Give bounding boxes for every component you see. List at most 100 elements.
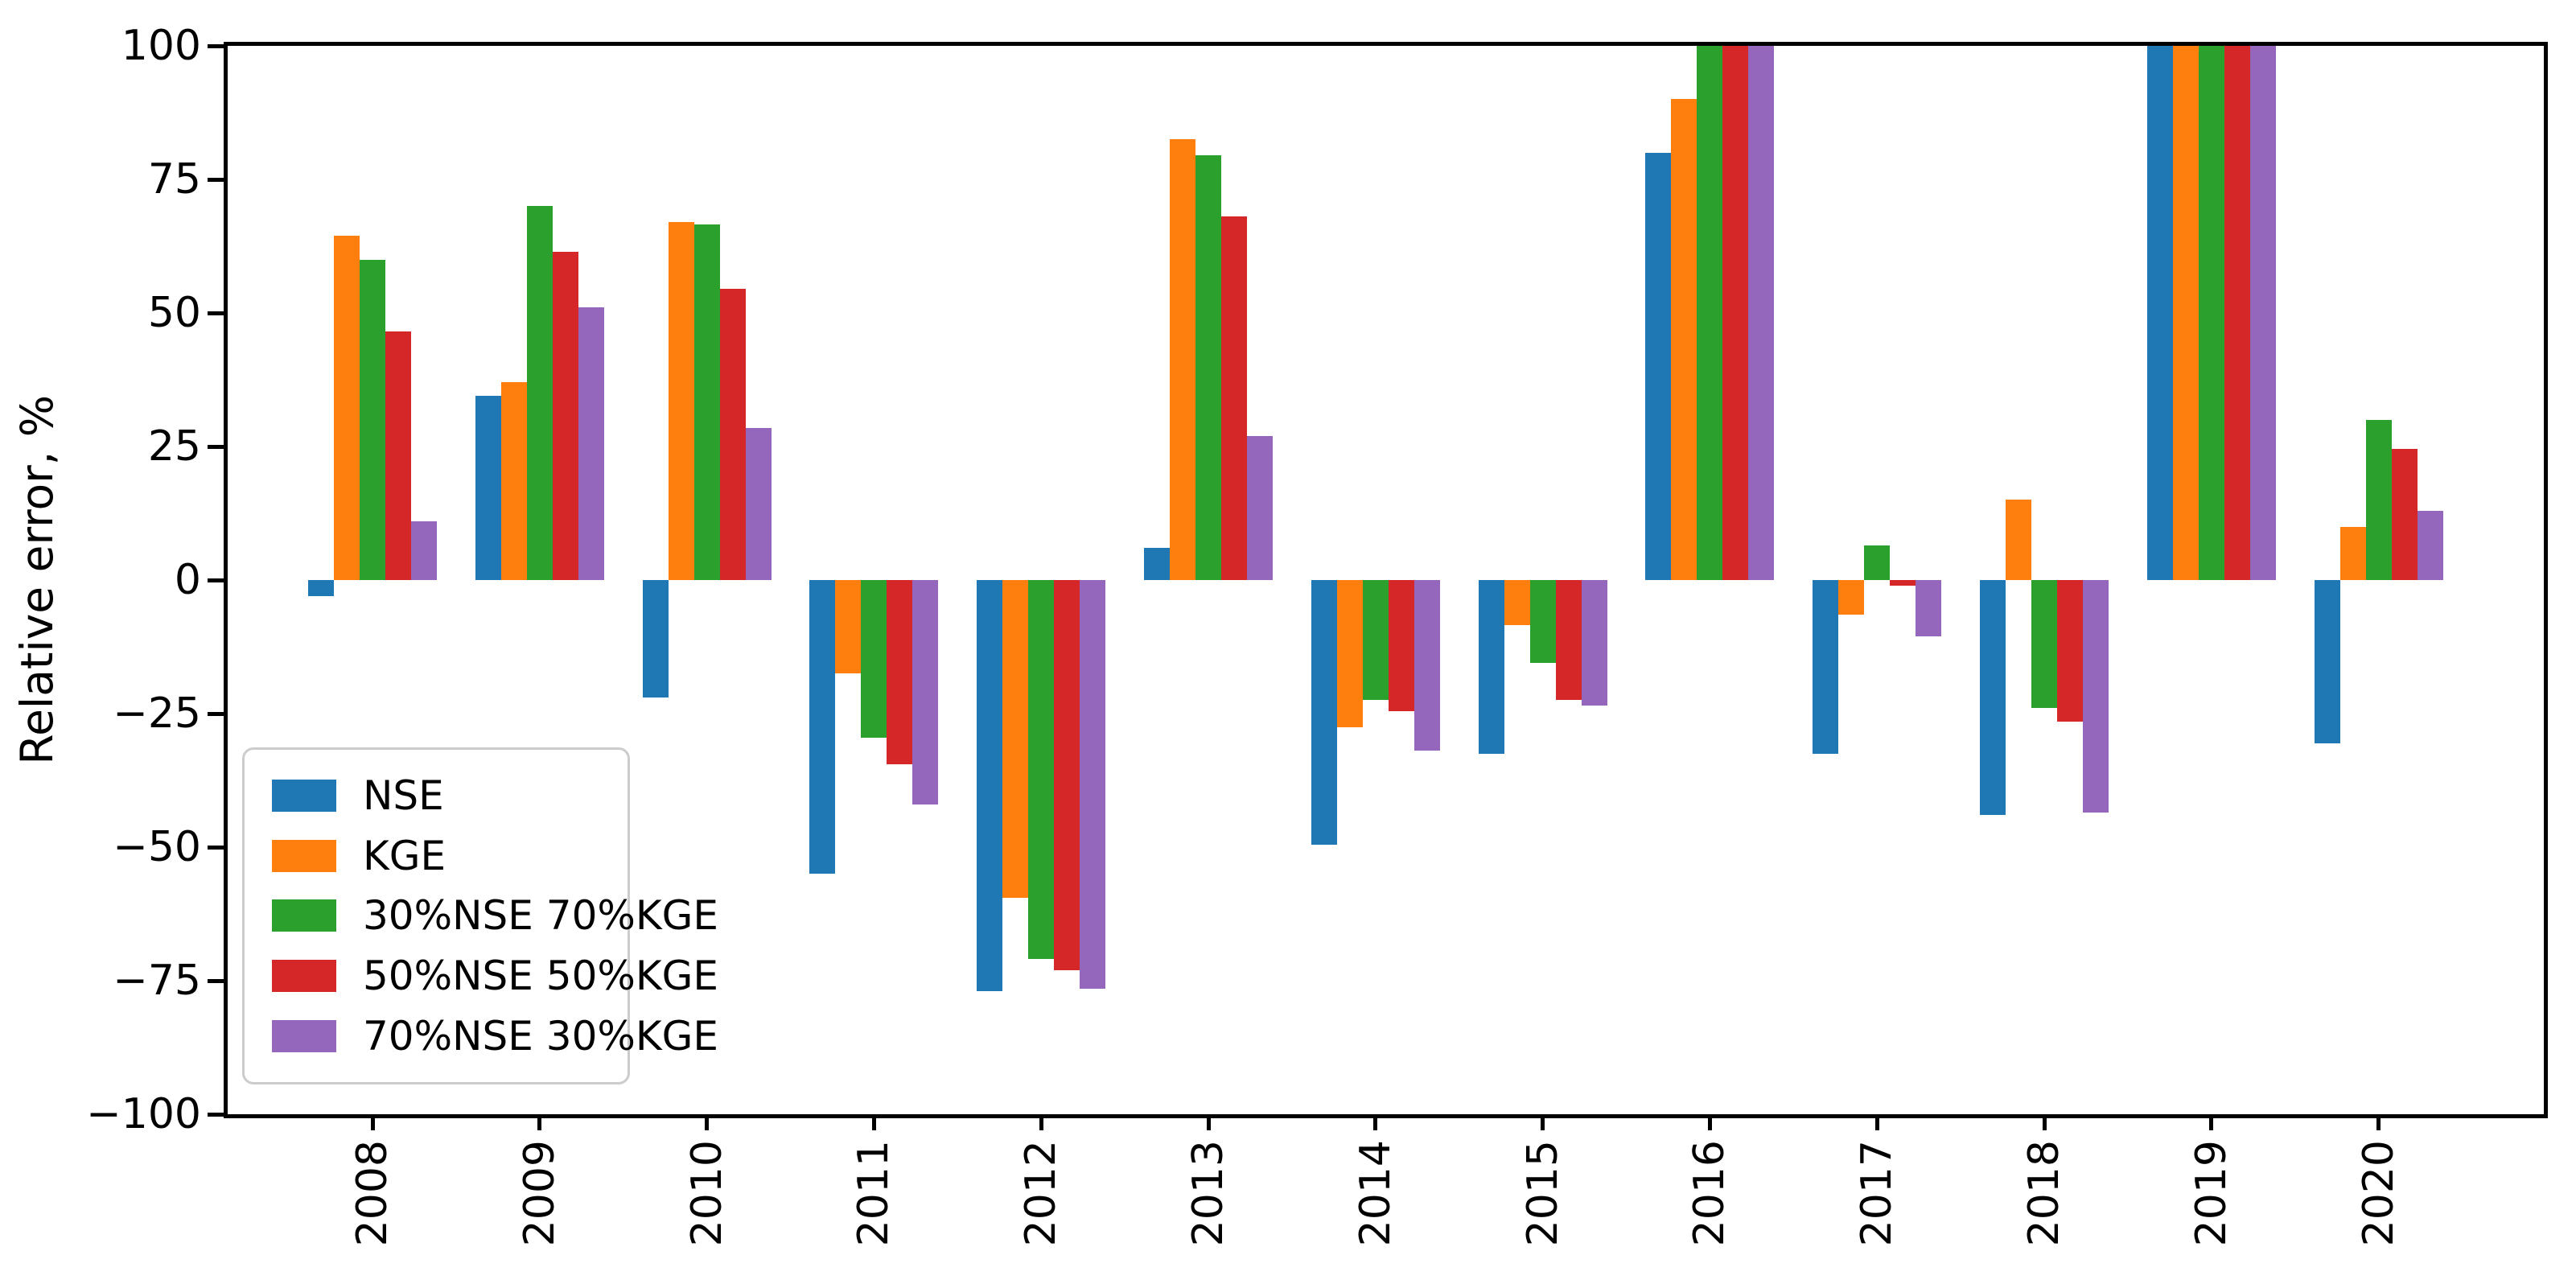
bar-2011-50-NSE-50-KGE — [887, 580, 913, 765]
y-tick — [208, 43, 224, 48]
bar-2009-50-NSE-50-KGE — [552, 251, 578, 580]
x-tick — [2209, 1114, 2214, 1130]
x-tick-label-text: 2013 — [1184, 1140, 1232, 1247]
x-tick-label-text: 2008 — [348, 1140, 397, 1247]
bar-2016-30-NSE-70-KGE — [1697, 46, 1723, 580]
x-tick-label-text: 2016 — [1685, 1140, 1734, 1247]
x-tick-label: 2013 — [1183, 1140, 1234, 1288]
bar-2020-50-NSE-50-KGE — [2391, 449, 2418, 580]
legend-label: 70%NSE 30%KGE — [363, 1013, 719, 1060]
y-tick-label: 25 — [147, 422, 201, 471]
legend-swatch-icon — [272, 960, 336, 993]
x-tick-label: 2014 — [1350, 1140, 1401, 1288]
legend-swatch-icon — [272, 899, 336, 932]
bar-2015-KGE — [1504, 580, 1530, 626]
x-tick-label: 2015 — [1517, 1140, 1569, 1288]
legend-item: 70%NSE 30%KGE — [245, 1014, 718, 1059]
bar-2015-NSE — [1478, 580, 1504, 754]
bar-2017-NSE — [1813, 580, 1839, 754]
bar-2020-KGE — [2339, 526, 2366, 580]
bar-2017-50-NSE-50-KGE — [1890, 580, 1916, 586]
bar-2011-70-NSE-30-KGE — [912, 580, 939, 804]
bar-2013-NSE — [1144, 548, 1170, 580]
bar-2019-KGE — [2172, 46, 2199, 580]
x-tick — [871, 1114, 876, 1130]
bar-2013-30-NSE-70-KGE — [1195, 155, 1221, 580]
bar-2016-50-NSE-50-KGE — [1722, 46, 1749, 580]
x-tick — [2376, 1114, 2381, 1130]
x-tick-label-text: 2011 — [850, 1140, 899, 1247]
bar-2015-70-NSE-30-KGE — [1581, 580, 1607, 706]
x-tick — [705, 1114, 710, 1130]
legend-swatch-icon — [272, 779, 336, 812]
legend-label: NSE — [363, 772, 444, 819]
bar-2010-NSE — [642, 580, 669, 698]
legend-swatch-icon — [272, 839, 336, 872]
x-tick — [1874, 1114, 1879, 1130]
y-tick — [208, 711, 224, 716]
legend-swatch-icon — [272, 1020, 336, 1053]
bar-2020-70-NSE-30-KGE — [2417, 510, 2443, 580]
y-tick — [208, 177, 224, 182]
y-tick — [208, 978, 224, 983]
bar-2012-30-NSE-70-KGE — [1028, 580, 1055, 960]
bar-2018-50-NSE-50-KGE — [2057, 580, 2083, 722]
legend: NSE KGE 30%NSE 70%KGE 50%NSE 50%KGE 70%NSE 3… — [242, 747, 718, 1084]
bar-2011-KGE — [835, 580, 862, 674]
bar-2013-KGE — [1170, 139, 1195, 580]
bar-2010-70-NSE-30-KGE — [745, 427, 772, 580]
bar-2010-30-NSE-70-KGE — [693, 224, 720, 580]
bar-2009-70-NSE-30-KGE — [578, 307, 604, 580]
y-tick — [208, 845, 224, 850]
bar-2019-NSE — [2146, 46, 2173, 580]
bar-2016-KGE — [1671, 99, 1697, 580]
bar-2018-70-NSE-30-KGE — [2083, 580, 2109, 813]
bar-2010-KGE — [668, 222, 694, 580]
x-tick-label: 2020 — [2353, 1140, 2405, 1288]
bar-2011-NSE — [809, 580, 836, 874]
bar-2017-30-NSE-70-KGE — [1864, 545, 1891, 580]
x-tick — [370, 1114, 375, 1130]
x-tick-label-text: 2012 — [1017, 1140, 1066, 1247]
bar-2009-NSE — [475, 395, 501, 580]
legend-label: 30%NSE 70%KGE — [363, 892, 719, 940]
bar-2012-70-NSE-30-KGE — [1080, 580, 1106, 989]
legend-label: KGE — [363, 832, 446, 879]
x-tick-label: 2018 — [2018, 1140, 2070, 1288]
x-tick — [1206, 1114, 1211, 1130]
bar-2012-KGE — [1002, 580, 1029, 899]
y-tick-label: −100 — [86, 1090, 201, 1138]
x-tick-label-text: 2019 — [2187, 1140, 2236, 1247]
bar-2018-NSE — [1980, 580, 2006, 816]
y-tick-label: 50 — [147, 289, 201, 337]
x-tick-label: 2011 — [848, 1140, 899, 1288]
x-tick-label-text: 2010 — [682, 1140, 731, 1247]
x-tick-label: 2009 — [514, 1140, 566, 1288]
y-tick — [208, 311, 224, 315]
x-tick-label-text: 2020 — [2354, 1140, 2403, 1247]
x-tick-label: 2016 — [1684, 1140, 1735, 1288]
bar-2015-30-NSE-70-KGE — [1529, 580, 1556, 663]
bar-2016-NSE — [1645, 152, 1672, 580]
bar-2011-30-NSE-70-KGE — [861, 580, 887, 738]
bar-2018-30-NSE-70-KGE — [2031, 580, 2057, 709]
bar-2020-NSE — [2314, 580, 2340, 743]
bar-2010-50-NSE-50-KGE — [719, 289, 746, 580]
bar-2019-70-NSE-30-KGE — [2249, 46, 2276, 580]
x-tick-label: 2017 — [1851, 1140, 1903, 1288]
x-tick — [537, 1114, 542, 1130]
bar-2008-30-NSE-70-KGE — [360, 259, 385, 580]
x-tick — [1707, 1114, 1712, 1130]
legend-label: 50%NSE 50%KGE — [363, 953, 719, 1000]
x-tick-label: 2012 — [1015, 1140, 1067, 1288]
bar-2017-KGE — [1838, 580, 1865, 615]
bar-2014-30-NSE-70-KGE — [1362, 580, 1389, 701]
legend-item: KGE — [245, 833, 628, 879]
x-tick-label: 2010 — [681, 1140, 733, 1288]
x-tick-label: 2008 — [347, 1140, 398, 1288]
x-tick-label-text: 2009 — [515, 1140, 564, 1247]
bar-2014-KGE — [1336, 580, 1363, 727]
bar-2008-50-NSE-50-KGE — [385, 331, 411, 580]
x-tick-label-text: 2018 — [2020, 1140, 2068, 1247]
